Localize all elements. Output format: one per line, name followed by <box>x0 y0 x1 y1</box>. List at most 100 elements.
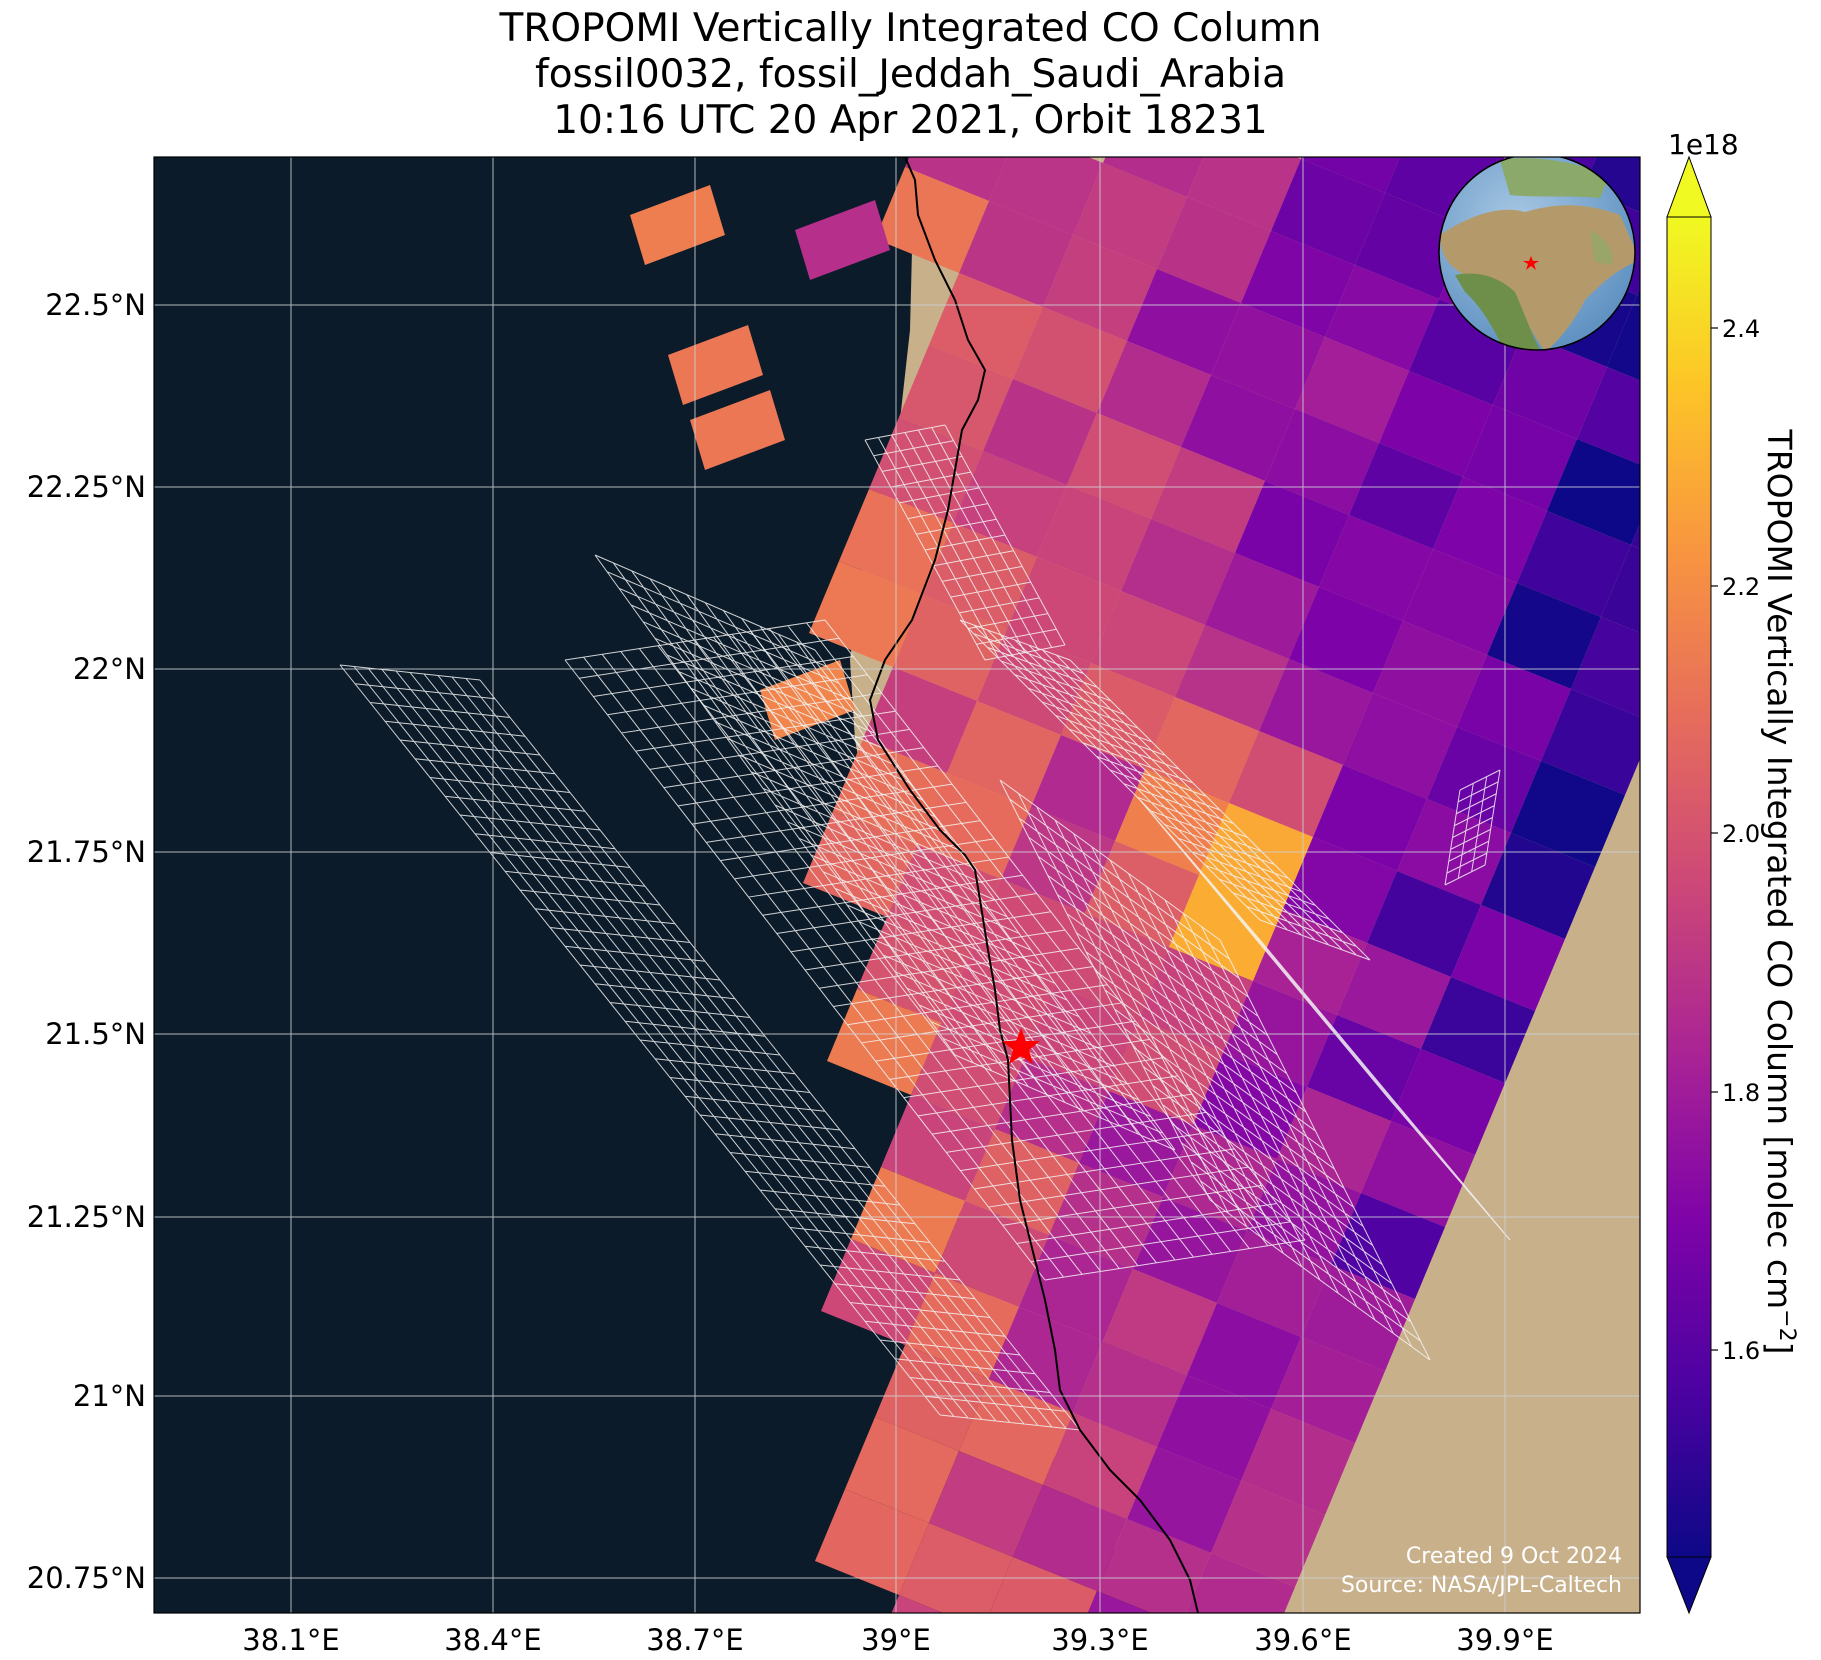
lon-tick-label: 39.6°E <box>1254 1623 1351 1657</box>
co-pixel <box>1205 553 1319 659</box>
co-pixel <box>989 1557 1097 1613</box>
co-pixel <box>1427 727 1541 833</box>
co-pixel <box>827 989 941 1095</box>
co-pixel <box>1265 409 1379 515</box>
co-pixel <box>1187 1303 1301 1409</box>
co-pixel <box>1157 197 1271 303</box>
jeddah-star-marker <box>1002 1028 1040 1064</box>
colorbar-label: TROPOMI Vertically Integrated CO Column … <box>1760 429 1799 1355</box>
co-pixel <box>815 1489 929 1595</box>
co-pixel <box>1115 769 1229 875</box>
inset-globe <box>1438 157 1636 351</box>
map-panel: Created 9 Oct 2024 Source: NASA/JPL-Calt… <box>154 157 1640 1613</box>
co-pixel <box>1571 617 1640 717</box>
co-pixel <box>905 1273 1019 1379</box>
lon-tick-label: 39.9°E <box>1456 1623 1553 1657</box>
co-pixel <box>947 701 1061 807</box>
co-pixel <box>1361 1121 1475 1227</box>
lon-tick-label: 38.4°E <box>444 1623 541 1657</box>
co-pixel <box>1186 1553 1295 1613</box>
co-pixel <box>953 451 1067 557</box>
colorbar-extend-min <box>1666 1556 1712 1615</box>
co-pixel <box>1607 295 1640 381</box>
colorbar: 1.6 1.8 2.0 2.2 2.4 1e18 TROPOMI Vertica… <box>1666 128 1799 1615</box>
co-pixel <box>690 390 785 470</box>
co-pixel <box>1433 477 1547 583</box>
co-pixel <box>1211 303 1325 409</box>
co-pixel <box>989 1307 1103 1413</box>
co-pixel <box>1577 367 1640 465</box>
lon-tick-label: 38.1°E <box>242 1623 339 1657</box>
colorbar-tick-label: 1.6 <box>1722 1337 1760 1365</box>
co-pixel <box>1601 545 1640 633</box>
co-pixel <box>1049 1163 1163 1269</box>
co-pixel <box>1349 443 1463 549</box>
lon-tick-label: 39.3°E <box>1051 1623 1148 1657</box>
co-pixel <box>1463 405 1577 511</box>
co-pixel <box>1289 587 1403 693</box>
co-pixel <box>1337 943 1451 1049</box>
co-pixel <box>1013 307 1127 413</box>
co-pixel <box>851 1167 965 1273</box>
co-pixel <box>923 523 1037 629</box>
lat-tick-label: 22°N <box>73 652 146 686</box>
co-pixel <box>1127 269 1241 375</box>
co-pixel <box>1511 761 1625 867</box>
co-pixel <box>1421 977 1535 1083</box>
graticule <box>154 157 1640 1613</box>
mesh-block <box>1139 799 1511 1241</box>
co-pixel <box>1319 515 1433 621</box>
co-pixel <box>1037 485 1151 591</box>
colorbar-extend-max <box>1666 155 1712 218</box>
co-pixel <box>1517 511 1631 617</box>
colorbar-tick-label: 2.0 <box>1722 820 1760 848</box>
co-pixel <box>1403 549 1517 655</box>
co-pixel <box>857 917 971 1023</box>
lon-tick-label: 39°E <box>861 1623 931 1657</box>
co-pixel <box>1229 731 1343 837</box>
colorbar-tick-label: 2.2 <box>1722 573 1760 601</box>
mesh-block <box>1444 769 1501 886</box>
mesh-block <box>339 664 1081 1431</box>
co-pixel <box>1637 287 1640 297</box>
co-pixel <box>875 1345 989 1451</box>
co-pixel <box>1073 1341 1187 1447</box>
co-pixel <box>905 157 1008 201</box>
co-pixel <box>1301 157 1400 193</box>
co-pixel <box>1283 837 1397 943</box>
colorbar-tick-label: 1.8 <box>1722 1079 1760 1107</box>
lat-tick-label: 22.5°N <box>45 288 146 322</box>
co-pixel <box>1061 663 1175 769</box>
co-pixel <box>1103 1269 1217 1375</box>
co-pixel <box>1457 655 1571 761</box>
lat-tick-labels: 22.5°N 22.25°N 22°N 21.75°N 21.5°N 21.25… <box>27 288 146 1595</box>
co-pixel <box>1091 591 1205 697</box>
co-pixel <box>1487 583 1601 689</box>
coastline <box>868 157 1199 1613</box>
co-pixel <box>1295 337 1409 443</box>
co-pixel <box>1253 909 1367 1015</box>
co-pixel <box>1139 947 1253 1053</box>
co-pixel <box>1067 413 1181 519</box>
co-pixel <box>1313 765 1427 871</box>
co-pixel <box>1373 621 1487 727</box>
colorbar-gradient <box>1666 216 1712 1558</box>
co-pixel <box>881 1095 995 1201</box>
co-pixel <box>983 379 1097 485</box>
co-pixel <box>1097 341 1211 447</box>
co-pixel <box>929 273 1043 379</box>
co-pixel <box>929 1451 1043 1557</box>
co-pixel <box>1163 1125 1277 1231</box>
co-pixel <box>845 1417 959 1523</box>
co-pixel <box>1121 519 1235 625</box>
created-date: Created 9 Oct 2024 <box>1406 1544 1622 1569</box>
co-pixel <box>1583 157 1640 213</box>
co-pixel <box>1087 1591 1152 1613</box>
co-pixel <box>1127 1447 1241 1553</box>
co-pixel <box>1031 735 1145 841</box>
lon-tick-label: 38.7°E <box>646 1623 743 1657</box>
co-pixel <box>630 185 725 265</box>
lat-tick-label: 21.5°N <box>45 1017 146 1051</box>
co-pixel <box>1325 265 1439 371</box>
